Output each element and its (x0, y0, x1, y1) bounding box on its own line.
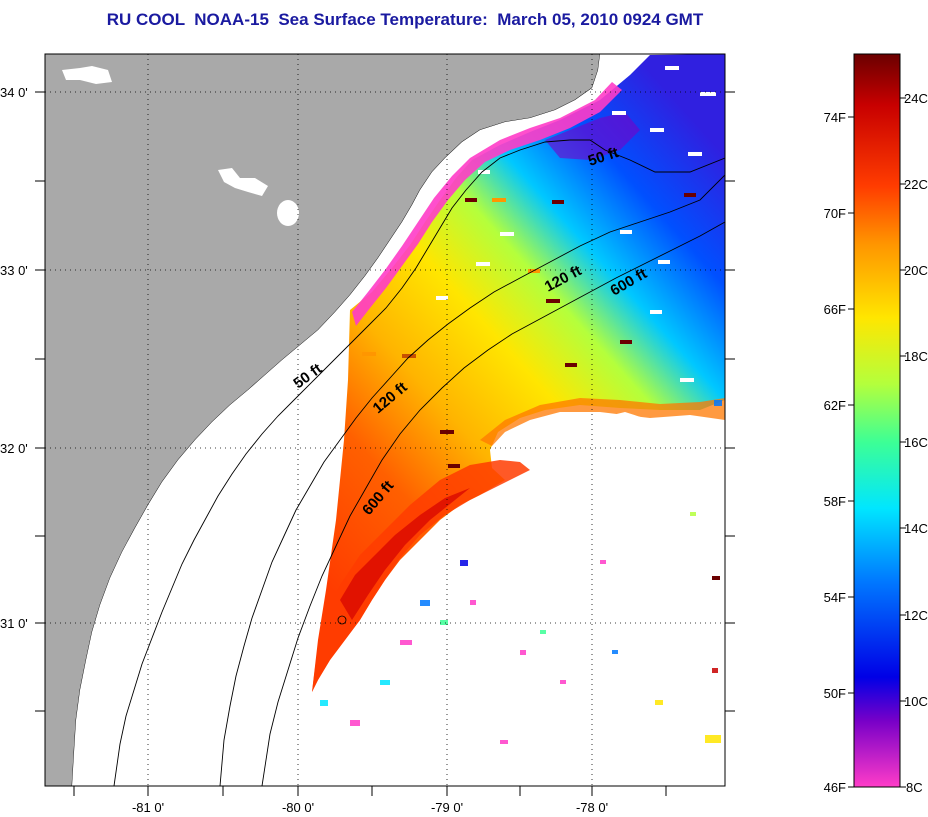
colorbar-c-label: 22C (904, 177, 928, 192)
map-title: RU COOL NOAA-15 Sea Surface Temperature:… (106, 10, 704, 29)
colorbar-c-label: 20C (904, 263, 928, 278)
lake (277, 200, 299, 226)
colorbar-f-label: 58F (824, 494, 846, 509)
colorbar-c-label: 18C (904, 349, 928, 364)
graticule (45, 54, 725, 786)
lon-ticks (73, 786, 667, 796)
colorbar-f-label: 74F (824, 110, 846, 125)
lat-tick-label: 32 0' (0, 441, 28, 456)
lat-tick-label: 34 0' (0, 85, 28, 100)
colorbar-c-label: 10C (904, 694, 928, 709)
colorbar-c-label: 24C (904, 91, 928, 106)
colorbar-gradient (853, 53, 901, 788)
lake (62, 66, 112, 84)
map-frame (44, 53, 726, 787)
colorbar-f-label: 46F (824, 780, 846, 795)
lon-tick-label: -80 0' (282, 800, 314, 815)
colorbar-f-label: 62F (824, 398, 846, 413)
colorbar-f-label: 70F (824, 206, 846, 221)
lat-ticks (35, 91, 735, 712)
colorbar-f-label: 54F (824, 590, 846, 605)
contour-50ft (113, 139, 725, 786)
colorbar-c-label: 14C (904, 521, 928, 536)
lon-tick-label: -79 0' (431, 800, 463, 815)
colorbar-f-label: 66F (824, 302, 846, 317)
colorbar-f-label: 50F (824, 686, 846, 701)
lake (218, 168, 268, 196)
lon-tick-label: -78 0' (576, 800, 608, 815)
colorbar-c-label: 16C (904, 435, 928, 450)
contour-600ft (261, 221, 725, 786)
lon-tick-label: -81 0' (132, 800, 164, 815)
lat-tick-label: 31 0' (0, 616, 28, 631)
colorbar: 74F 70F 66F 62F 58F 54F 50F 46F 24C 22C … (824, 53, 928, 795)
colorbar-c-label: 12C (904, 608, 928, 623)
colorbar-c-label: 8C (906, 780, 923, 795)
contour-120ft (219, 174, 725, 786)
map-area: 50 ft 50 ft 120 ft 120 ft 600 ft 600 ft (45, 54, 725, 786)
lat-tick-label: 33 0' (0, 263, 28, 278)
